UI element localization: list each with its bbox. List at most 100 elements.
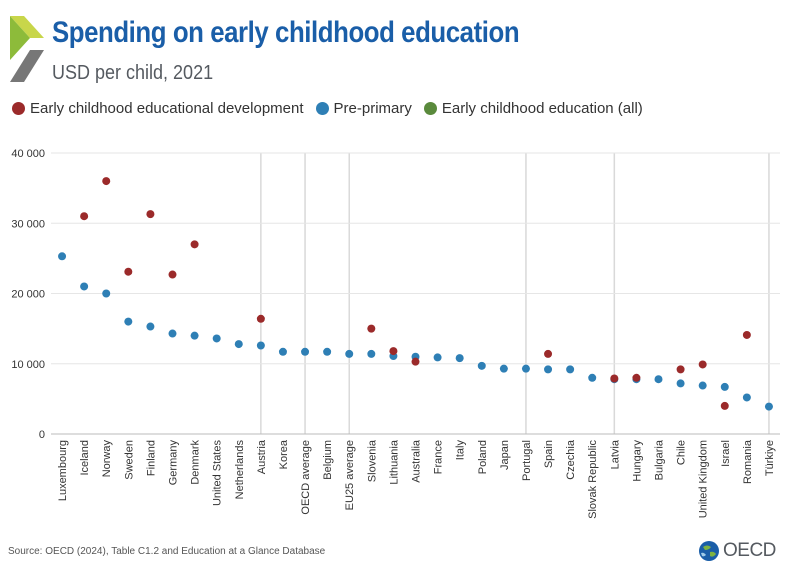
point-pre-primary-iceland	[80, 282, 89, 291]
point-pre-primary-netherlands	[234, 340, 243, 349]
x-tick-label-chile: Chile	[676, 440, 688, 465]
x-tick-label-portugal: Portugal	[521, 440, 533, 481]
point-pre-primary-romania	[742, 393, 751, 402]
point-pre-primary-spain	[544, 365, 553, 374]
point-pre-primary-sweden	[124, 317, 133, 326]
x-tick-label-belgium: Belgium	[322, 440, 334, 480]
x-tick-label-united-states: United States	[212, 440, 224, 507]
point-early-childhood-educational-development-romania	[742, 330, 751, 339]
oecd-brand: OECD	[698, 540, 776, 562]
legend-label-ece-all: Early childhood education (all)	[441, 100, 643, 117]
legend-label-pre-primary: Pre-primary	[333, 100, 412, 117]
point-early-childhood-educational-development-denmark	[190, 240, 199, 249]
point-early-childhood-educational-development-austria	[256, 314, 265, 323]
point-pre-primary-korea	[278, 347, 287, 356]
point-pre-primary-japan	[499, 364, 508, 373]
point-pre-primary-germany	[168, 329, 177, 338]
point-pre-primary-slovak-republic	[588, 373, 597, 382]
x-tick-label-slovenia: Slovenia	[366, 439, 378, 482]
logo-chevron-top-dark	[10, 16, 30, 60]
legend-dot-ece-all	[423, 102, 437, 115]
x-tick-label-bulgaria: Bulgaria	[654, 439, 666, 480]
point-pre-primary-luxembourg	[58, 252, 67, 261]
globe-icon	[699, 541, 719, 561]
point-pre-primary-chile	[676, 379, 685, 388]
x-tick-label-luxembourg: Luxembourg	[57, 440, 69, 501]
x-tick-label-japan: Japan	[499, 440, 511, 470]
y-tick-label-10000: 10 000	[11, 359, 45, 371]
point-early-childhood-educational-development-latvia	[610, 374, 619, 383]
x-tick-label-israel: Israel	[720, 440, 732, 467]
x-tick-label-slovak-republic: Slovak Republic	[587, 440, 599, 519]
point-early-childhood-educational-development-finland	[146, 210, 155, 219]
x-tick-label-romania: Romania	[742, 439, 754, 484]
point-pre-primary-belgium	[323, 347, 332, 356]
logo-chevron-top-light	[10, 16, 44, 38]
logo-chevron-bottom	[10, 50, 44, 82]
chart-subtitle: USD per child, 2021	[52, 62, 214, 84]
chart-legend: Early childhood educational development …	[12, 100, 655, 117]
x-tick-label-poland: Poland	[477, 440, 489, 474]
x-tick-label-latvia: Latvia	[609, 439, 621, 469]
oecd-chevron-logo	[10, 16, 44, 82]
point-pre-primary-turkiye	[764, 402, 773, 411]
point-early-childhood-educational-development-australia	[411, 357, 420, 366]
x-tick-label-spain: Spain	[543, 440, 555, 468]
chart-title: Spending on early childhood education	[52, 16, 520, 49]
x-tick-label-iceland: Iceland	[79, 440, 91, 475]
x-tick-label-norway: Norway	[101, 440, 113, 478]
y-tick-label-0: 0	[39, 429, 45, 441]
point-pre-primary-denmark	[190, 331, 199, 340]
point-pre-primary-united-states	[212, 334, 221, 343]
legend-label-ecec-development: Early childhood educational development	[30, 100, 304, 117]
x-tick-label-united-kingdom: United Kingdom	[698, 440, 710, 518]
point-pre-primary-norway	[102, 289, 111, 298]
source-note: Source: OECD (2024), Table C1.2 and Educ…	[8, 546, 326, 557]
x-tick-label-oecd-average: OECD average	[300, 440, 312, 515]
point-pre-primary-united-kingdom	[698, 381, 707, 390]
x-tick-label-australia: Australia	[411, 439, 423, 483]
x-tick-label-germany: Germany	[168, 440, 180, 486]
x-tick-label-korea: Korea	[278, 439, 290, 469]
point-pre-primary-austria	[256, 341, 265, 350]
x-tick-label-france: France	[433, 440, 445, 474]
legend-item-ecec-development[interactable]: Early childhood educational development	[12, 100, 304, 117]
point-early-childhood-educational-development-lithuania	[389, 347, 398, 356]
point-early-childhood-educational-development-iceland	[80, 212, 89, 221]
legend-dot-pre-primary	[315, 102, 329, 115]
legend-item-pre-primary[interactable]: Pre-primary	[315, 100, 412, 117]
point-early-childhood-educational-development-germany	[168, 270, 177, 279]
x-tick-label-turkiye: Türkiye	[764, 440, 776, 476]
point-pre-primary-israel	[720, 382, 729, 391]
x-tick-label-italy: Italy	[455, 440, 467, 461]
point-pre-primary-portugal	[521, 364, 530, 373]
y-tick-label-40000: 40 000	[11, 148, 45, 160]
x-tick-label-denmark: Denmark	[190, 440, 202, 485]
point-early-childhood-educational-development-hungary	[632, 373, 641, 382]
point-early-childhood-educational-development-israel	[720, 401, 729, 410]
point-early-childhood-educational-development-sweden	[124, 267, 133, 276]
point-pre-primary-italy	[455, 354, 464, 363]
legend-dot-ecec-development	[12, 102, 25, 115]
x-tick-label-netherlands: Netherlands	[234, 440, 246, 500]
point-pre-primary-finland	[146, 322, 155, 331]
point-early-childhood-educational-development-slovenia	[367, 324, 376, 333]
x-tick-label-hungary: Hungary	[631, 440, 643, 482]
point-pre-primary-oecd-average	[301, 347, 310, 356]
oecd-wordmark: OECD	[723, 540, 776, 561]
point-early-childhood-educational-development-spain	[544, 349, 553, 358]
point-early-childhood-educational-development-norway	[102, 177, 111, 186]
x-tick-label-sweden: Sweden	[123, 440, 135, 480]
point-pre-primary-france	[433, 353, 442, 362]
x-tick-label-finland: Finland	[145, 440, 157, 476]
point-early-childhood-educational-development-chile	[676, 365, 685, 374]
y-tick-label-20000: 20 000	[11, 289, 45, 301]
point-pre-primary-bulgaria	[654, 375, 663, 384]
point-pre-primary-slovenia	[367, 349, 376, 358]
x-tick-label-austria: Austria	[256, 439, 268, 474]
x-tick-label-lithuania: Lithuania	[388, 439, 400, 485]
y-tick-label-30000: 30 000	[11, 218, 45, 230]
x-tick-label-eu25-average: EU25 average	[344, 440, 356, 510]
legend-item-ece-all[interactable]: Early childhood education (all)	[423, 100, 643, 117]
point-pre-primary-eu25-average	[345, 349, 354, 358]
